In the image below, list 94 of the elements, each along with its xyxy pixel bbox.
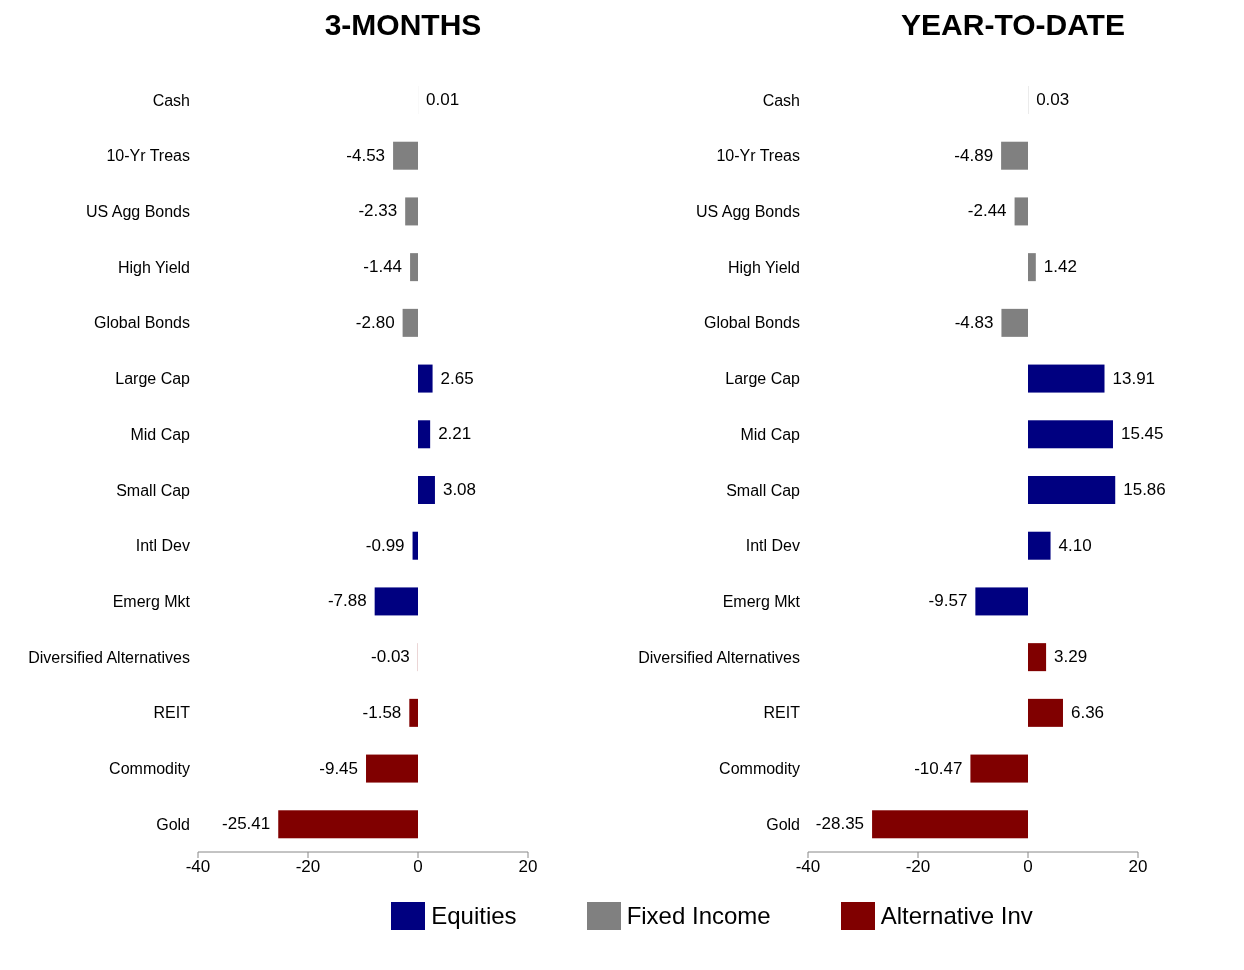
bar bbox=[1028, 253, 1036, 282]
bar bbox=[410, 253, 418, 282]
y-tick-label: 10-Yr Treas bbox=[716, 147, 800, 165]
data-label: -1.44 bbox=[363, 257, 403, 277]
chart-title: YEAR-TO-DATE bbox=[900, 8, 1126, 42]
data-label: 0.03 bbox=[1036, 90, 1070, 109]
y-tick-label: Intl Dev bbox=[135, 537, 190, 555]
bar bbox=[1001, 308, 1028, 337]
chart-title: 3-MONTHS bbox=[323, 8, 483, 42]
y-tick-label: Cash bbox=[152, 91, 190, 109]
y-tick-label: Intl Dev bbox=[745, 537, 800, 555]
bar bbox=[872, 810, 1028, 839]
bar bbox=[970, 754, 1028, 783]
bar bbox=[1014, 197, 1028, 226]
bar bbox=[278, 810, 418, 839]
y-tick-label: High Yield bbox=[117, 258, 190, 276]
bar bbox=[1001, 141, 1028, 170]
bar bbox=[402, 308, 418, 337]
data-label: 1.42 bbox=[1043, 257, 1077, 277]
y-tick-label: Commodity bbox=[109, 760, 190, 778]
x-tick-label: 20 bbox=[1128, 857, 1148, 877]
data-label: 2.65 bbox=[440, 368, 474, 388]
data-label: 3.29 bbox=[1054, 647, 1088, 667]
bar bbox=[412, 531, 418, 560]
y-tick-label: REIT bbox=[153, 704, 191, 722]
y-tick-label: Emerg Mkt bbox=[722, 592, 801, 610]
data-label: -1.58 bbox=[362, 702, 402, 722]
data-label: -2.44 bbox=[967, 201, 1007, 221]
legend-label: Equities bbox=[431, 902, 517, 930]
x-tick-label: -40 bbox=[185, 857, 211, 877]
y-tick-label: Emerg Mkt bbox=[112, 592, 191, 610]
data-label: 2.21 bbox=[438, 424, 472, 444]
x-tick-label: 0 bbox=[413, 857, 423, 877]
y-tick-label: US Agg Bonds bbox=[695, 202, 800, 220]
data-label: -4.89 bbox=[954, 145, 994, 165]
x-tick-label: -40 bbox=[795, 857, 821, 877]
y-tick-label: Gold bbox=[156, 815, 190, 833]
x-tick-label: -20 bbox=[905, 857, 931, 877]
bar bbox=[418, 420, 431, 449]
bar bbox=[374, 587, 418, 616]
data-label: 4.10 bbox=[1058, 535, 1092, 555]
y-tick-label: Small Cap bbox=[726, 481, 801, 499]
bar bbox=[975, 587, 1028, 616]
y-tick-label: US Agg Bonds bbox=[85, 202, 190, 220]
data-label: 15.45 bbox=[1120, 424, 1164, 444]
data-label: -4.83 bbox=[954, 312, 994, 332]
bar bbox=[366, 754, 418, 783]
bar bbox=[405, 197, 418, 226]
x-tick-label: -20 bbox=[295, 857, 321, 877]
y-tick-label: Mid Cap bbox=[740, 425, 801, 443]
bar bbox=[393, 141, 418, 170]
data-label: -4.53 bbox=[346, 145, 386, 165]
y-tick-label: Global Bonds bbox=[703, 314, 800, 332]
data-label: -2.33 bbox=[358, 201, 398, 221]
bar bbox=[1028, 643, 1047, 672]
bar bbox=[1028, 420, 1113, 449]
y-tick-label: Large Cap bbox=[725, 370, 801, 388]
data-label: -0.03 bbox=[371, 647, 410, 667]
y-tick-label: High Yield bbox=[727, 258, 800, 276]
bar bbox=[1028, 531, 1051, 560]
bar bbox=[409, 698, 418, 727]
y-tick-label: 10-Yr Treas bbox=[106, 147, 190, 165]
bar bbox=[1028, 364, 1105, 393]
y-tick-label: Small Cap bbox=[116, 481, 191, 499]
data-label: -28.35 bbox=[815, 814, 865, 834]
data-label: -9.57 bbox=[928, 591, 968, 611]
data-label: 13.91 bbox=[1112, 368, 1156, 388]
data-label: -10.47 bbox=[914, 758, 963, 778]
y-tick-label: REIT bbox=[763, 704, 801, 722]
legend-label: Fixed Income bbox=[626, 902, 771, 930]
data-label: -0.99 bbox=[365, 535, 405, 555]
data-label: 3.08 bbox=[442, 480, 477, 499]
data-label: -7.88 bbox=[327, 591, 367, 611]
y-tick-label: Gold bbox=[766, 815, 800, 833]
y-tick-label: Global Bonds bbox=[93, 314, 190, 332]
y-tick-label: Commodity bbox=[719, 760, 800, 778]
data-label: -2.80 bbox=[355, 312, 395, 332]
y-tick-label: Large Cap bbox=[115, 370, 191, 388]
bar bbox=[418, 364, 433, 393]
y-tick-label: Mid Cap bbox=[130, 425, 191, 443]
x-tick-label: 20 bbox=[518, 857, 538, 877]
x-tick-label: 0 bbox=[1023, 857, 1033, 877]
y-tick-label: Diversified Alternatives bbox=[28, 648, 190, 666]
bar bbox=[1028, 476, 1116, 504]
data-label: 0.01 bbox=[426, 90, 460, 109]
y-tick-label: Cash bbox=[762, 91, 800, 109]
bar bbox=[1028, 698, 1063, 727]
bar bbox=[418, 476, 435, 504]
data-label: -9.45 bbox=[319, 758, 359, 778]
y-tick-label: Diversified Alternatives bbox=[638, 648, 800, 666]
data-label: 6.36 bbox=[1070, 702, 1105, 722]
legend-label: Alternative Inv bbox=[880, 902, 1033, 930]
data-label: -25.41 bbox=[222, 814, 271, 834]
data-label: 15.86 bbox=[1123, 480, 1166, 499]
